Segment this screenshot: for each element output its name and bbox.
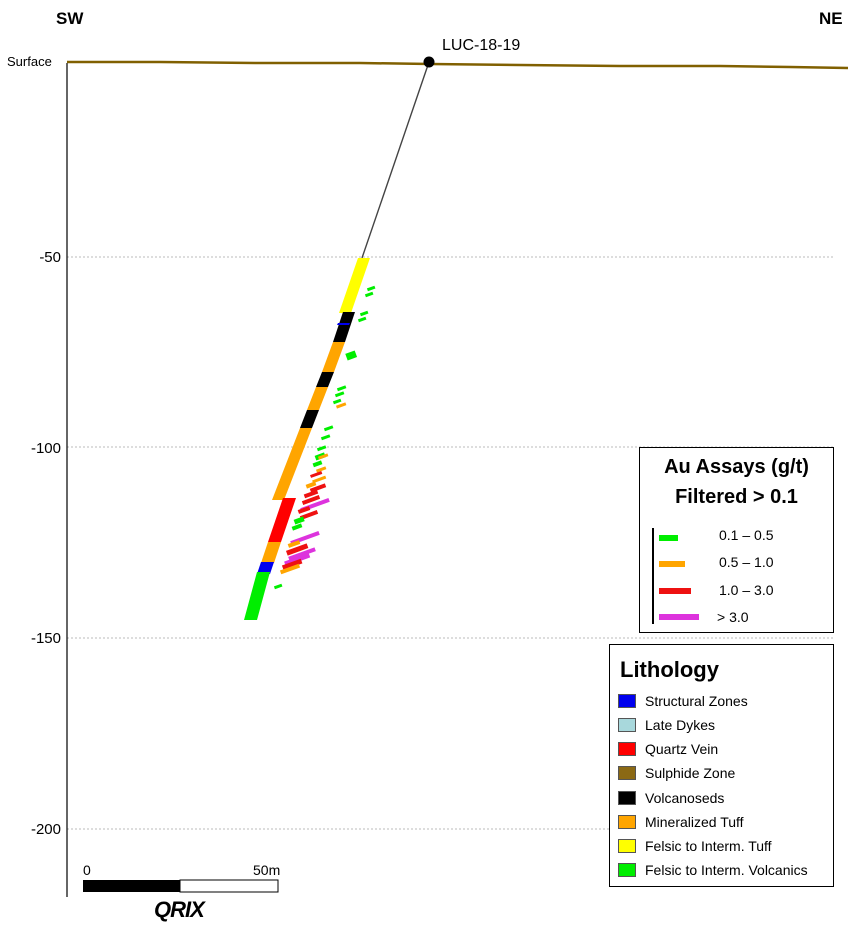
- scale-bar-white: [179, 879, 279, 893]
- assay-tick: [315, 466, 327, 473]
- lith-felsic-volcanics: [244, 572, 270, 620]
- assay-tick: [359, 310, 369, 317]
- lith-label: Quartz Vein: [645, 741, 719, 757]
- lith-volcanoseds: [316, 372, 334, 387]
- tick-label-minus-200: -200: [31, 821, 61, 838]
- lith-swatch-mineralized-tuff: [618, 815, 636, 829]
- au-swatch-0: [659, 535, 678, 541]
- lith-structural-zone: [257, 562, 274, 574]
- tick-label-minus-150: -150: [31, 630, 61, 647]
- assay-tick: [310, 471, 323, 478]
- lith-swatch-sulphide-zone: [618, 766, 636, 780]
- lith-legend-item: Structural Zones: [618, 692, 748, 710]
- assay-tick: [287, 540, 301, 548]
- scale-label-end: 50m: [253, 862, 280, 878]
- assay-tick: [312, 460, 323, 468]
- assay-tick: [357, 316, 367, 323]
- lith-quartz-vein: [268, 498, 296, 542]
- assay-tick: [334, 391, 345, 398]
- lith-mineralized-tuff: [322, 342, 345, 372]
- lith-structural-thin: [337, 323, 350, 325]
- assay-tick: [335, 402, 347, 409]
- au-swatch-3: [659, 614, 699, 620]
- direction-label-sw: SW: [56, 9, 84, 28]
- assay-tick: [320, 434, 331, 441]
- assay-tick: [305, 481, 317, 489]
- scale-label-start: 0: [83, 862, 91, 878]
- au-label-3: > 3.0: [717, 609, 749, 625]
- assay-tick: [293, 516, 305, 525]
- lith-label: Mineralized Tuff: [645, 814, 744, 830]
- assay-tick: [279, 563, 301, 575]
- assay-tick: [336, 385, 347, 392]
- assay-tick: [364, 291, 374, 298]
- au-swatch-2: [659, 588, 691, 594]
- assay-tick: [312, 475, 327, 484]
- assay-tick: [288, 547, 316, 561]
- lith-felsic-tuff: [339, 258, 370, 313]
- assay-tick: [297, 506, 311, 514]
- assay-tick: [323, 425, 334, 432]
- au-assays-legend: Au Assays (g/t) Filtered > 0.1 0.1 – 0.5…: [639, 447, 834, 633]
- assay-tick: [332, 398, 342, 405]
- lith-legend-item: Late Dykes: [618, 716, 715, 734]
- au-label-1: 0.5 – 1.0: [719, 554, 774, 570]
- lith-label: Felsic to Interm. Tuff: [645, 838, 772, 854]
- lith-swatch-structural-zones: [618, 694, 636, 708]
- tick-label-minus-50: -50: [39, 249, 61, 266]
- lith-swatch-quartz-vein: [618, 742, 636, 756]
- assay-tick: [273, 583, 283, 590]
- lith-legend-item: Mineralized Tuff: [618, 813, 744, 831]
- lith-legend-item: Felsic to Interm. Tuff: [618, 837, 772, 855]
- assay-tick: [317, 453, 329, 460]
- lith-legend-item: Felsic to Interm. Volcanics: [618, 861, 808, 879]
- lith-swatch-felsic-tuff: [618, 839, 636, 853]
- assay-tick: [309, 483, 327, 493]
- lith-label: Sulphide Zone: [645, 765, 736, 781]
- assay-tick: [303, 489, 319, 499]
- au-label-0: 0.1 – 0.5: [719, 527, 774, 543]
- au-legend-title-line1: Au Assays (g/t): [664, 456, 809, 478]
- lith-label: Structural Zones: [645, 693, 748, 709]
- lith-swatch-late-dykes: [618, 718, 636, 732]
- lith-mineralized-tuff: [261, 542, 281, 563]
- lith-volcanoseds: [300, 410, 319, 428]
- lithology-legend: Lithology Structural Zones Late Dykes Qu…: [609, 644, 834, 887]
- surface-label: Surface: [7, 54, 52, 69]
- assay-tick: [316, 445, 327, 452]
- assay-tick: [285, 543, 309, 556]
- lith-legend-item: Sulphide Zone: [618, 764, 735, 782]
- au-swatch-1: [659, 561, 685, 567]
- assay-ticks: [273, 285, 376, 590]
- lithology-legend-title: Lithology: [620, 657, 719, 682]
- tick-label-minus-100: -100: [31, 440, 61, 457]
- lith-label: Volcanoseds: [645, 790, 725, 806]
- scale-bar-black: [83, 880, 180, 892]
- lith-legend-item: Volcanoseds: [618, 789, 724, 807]
- au-label-2: 1.0 – 3.0: [719, 582, 774, 598]
- lith-mineralized-tuff: [307, 387, 328, 410]
- assay-tick: [281, 558, 303, 571]
- lith-label: Late Dykes: [645, 717, 716, 733]
- assay-tick: [301, 495, 321, 505]
- lith-volcanoseds: [333, 312, 355, 342]
- lith-swatch-felsic-volcanics: [618, 863, 636, 877]
- direction-label-ne: NE: [819, 9, 843, 28]
- lith-label: Felsic to Interm. Volcanics: [645, 862, 808, 878]
- lith-mineralized-tuff: [272, 428, 312, 500]
- assay-tick: [366, 285, 376, 292]
- assay-tick: [291, 523, 303, 531]
- surface-line: [67, 60, 849, 70]
- collar-marker: [423, 56, 435, 68]
- hole-label: LUC-18-19: [442, 37, 520, 54]
- drillhole-trace: [361, 61, 430, 259]
- assay-tick: [299, 510, 319, 520]
- lith-legend-item: Quartz Vein: [618, 740, 718, 758]
- au-legend-title-line2: Filtered > 0.1: [675, 486, 798, 508]
- au-legend-axis: [652, 528, 654, 624]
- company-logo: QRIX: [154, 897, 206, 922]
- lith-swatch-volcanoseds: [618, 791, 636, 805]
- assay-tick: [345, 350, 358, 361]
